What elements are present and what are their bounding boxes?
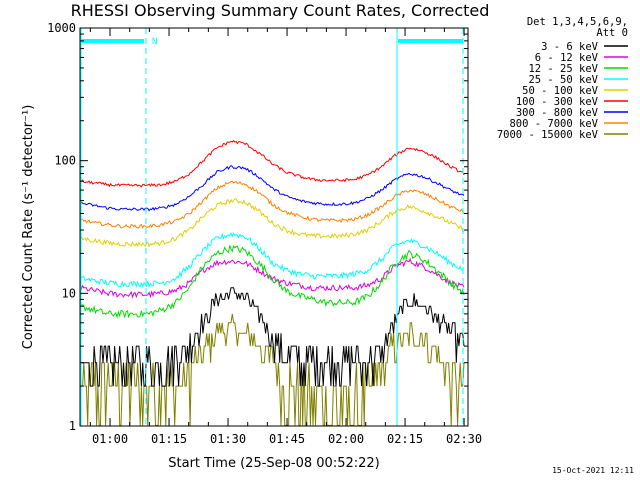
x-tick-label: 02:15 [387, 432, 423, 446]
legend-label: 50 - 100 keV [522, 85, 599, 97]
series-line-800-7000-kev [80, 180, 465, 229]
legend-label: 3 - 6 keV [541, 41, 599, 53]
y-axis: 1 10 100 1000 [47, 21, 468, 433]
y-tick-label: 1 [69, 419, 76, 433]
legend-label: 12 - 25 keV [528, 63, 598, 75]
generation-timestamp: 15-Oct-2021 12:11 [552, 466, 634, 475]
x-axis-label: Start Time (25-Sep-08 00:52:22) [168, 456, 379, 471]
overlay-layer: N [80, 28, 464, 426]
series-line-25-50-kev [80, 231, 465, 289]
chart-title: RHESSI Observing Summary Count Rates, Co… [71, 1, 490, 20]
x-tick-label: 01:00 [92, 432, 128, 446]
y-tick-label: 1000 [47, 21, 76, 35]
y-tick-label: 10 [62, 286, 76, 300]
attenuator-flag: N [152, 37, 157, 47]
x-tick-label: 01:45 [269, 432, 305, 446]
x-tick-label: 01:15 [151, 432, 187, 446]
x-axis: 01:00 01:15 01:30 01:45 02:00 02:15 02:30 [89, 28, 482, 446]
legend-label: 300 - 800 keV [516, 107, 599, 119]
legend-label: 25 - 50 keV [528, 74, 598, 86]
series-line-100-300-kev [80, 140, 465, 188]
x-tick-label: 01:30 [210, 432, 246, 446]
series-line-3-6-kev [80, 287, 465, 387]
series-line-12-25-kev [80, 244, 465, 319]
series-line-50-100-kev [80, 198, 465, 248]
legend-header-attenuator: Att 0 [596, 27, 628, 39]
y-axis-label: Corrected Count Rate (s⁻¹ detector⁻¹) [21, 105, 36, 350]
x-tick-label: 02:00 [328, 432, 364, 446]
legend-label: 7000 - 15000 keV [497, 129, 599, 141]
legend-label: 6 - 12 keV [535, 52, 599, 64]
y-tick-label: 100 [54, 154, 76, 168]
legend-label: 800 - 7000 keV [509, 118, 598, 130]
plot-frame [79, 27, 469, 427]
series-layer [80, 140, 465, 426]
x-tick-label: 02:30 [446, 432, 482, 446]
legend-header-detectors: Det 1,3,4,5,6,9, [527, 16, 628, 28]
series-line-300-800-kev [80, 164, 465, 212]
legend-label: 100 - 300 keV [516, 96, 599, 108]
